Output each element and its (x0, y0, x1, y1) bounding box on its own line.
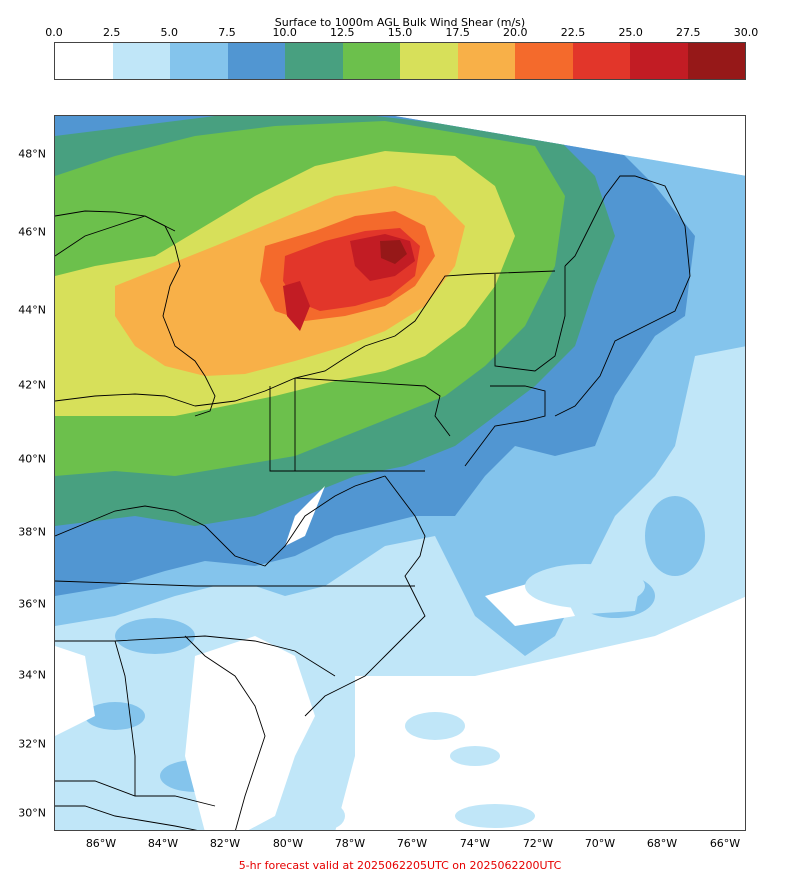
lat-label: 42°N (18, 378, 46, 392)
colorbar-swatch (572, 43, 630, 79)
lat-label: 36°N (18, 597, 46, 611)
colorbar-ticks: 0.0 2.5 5.0 7.5 10.0 12.5 15.0 17.5 20.0… (0, 26, 800, 40)
wind-shear-map (55, 116, 745, 830)
colorbar-swatch (342, 43, 400, 79)
lon-label: 66°W (709, 837, 741, 850)
lon-label: 78°W (334, 837, 366, 850)
colorbar-swatch (400, 43, 458, 79)
lon-label: 76°W (396, 837, 428, 850)
colorbar-swatch (457, 43, 515, 79)
colorbar-tick: 15.0 (387, 26, 413, 39)
colorbar-tick: 30.0 (733, 26, 759, 39)
colorbar-tick: 25.0 (618, 26, 643, 39)
lon-label: 68°W (646, 837, 678, 850)
lon-label: 80°W (272, 837, 304, 850)
colorbar-tick: 2.5 (102, 26, 121, 39)
lat-label: 30°N (18, 806, 46, 820)
lon-label: 86°W (85, 837, 117, 850)
lat-label: 38°N (18, 525, 46, 539)
colorbar-tick: 27.5 (676, 26, 701, 39)
colorbar-swatch (687, 43, 745, 79)
lat-label: 44°N (18, 303, 46, 317)
colorbar-tick: 5.0 (160, 26, 179, 39)
colorbar-swatch (170, 43, 228, 79)
shear-field (55, 116, 745, 830)
colorbar-tick: 7.5 (218, 26, 236, 39)
colorbar-tick: 20.0 (503, 26, 528, 39)
lat-label: 34°N (18, 668, 46, 682)
lon-label: 82°W (209, 837, 241, 850)
forecast-valid-text: 5-hr forecast valid at 2025062205UTC on … (238, 859, 562, 872)
lat-label: 46°N (18, 225, 46, 239)
lon-label: 72°W (522, 837, 554, 850)
lon-label: 84°W (147, 837, 179, 850)
colorbar (54, 42, 746, 80)
colorbar-swatch (630, 43, 688, 79)
colorbar-tick: 10.0 (272, 26, 297, 39)
lat-label: 48°N (18, 147, 46, 161)
colorbar-title: Surface to 1000m AGL Bulk Wind Shear (m/… (274, 16, 526, 29)
lat-label: 32°N (18, 737, 46, 751)
colorbar-swatch (112, 43, 170, 79)
colorbar-tick: 12.5 (330, 26, 355, 39)
colorbar-tick: 0.0 (45, 26, 63, 39)
colorbar-swatch (285, 43, 343, 79)
colorbar-swatch (227, 43, 285, 79)
colorbar-swatch (515, 43, 573, 79)
lon-label: 70°W (584, 837, 616, 850)
colorbar-tick: 17.5 (445, 26, 470, 39)
state-borders (55, 175, 691, 830)
lat-label: 40°N (18, 452, 46, 466)
colorbar-swatch (55, 43, 113, 79)
colorbar-tick: 22.5 (560, 26, 586, 39)
map-panel (54, 115, 746, 831)
lon-label: 74°W (459, 837, 491, 850)
